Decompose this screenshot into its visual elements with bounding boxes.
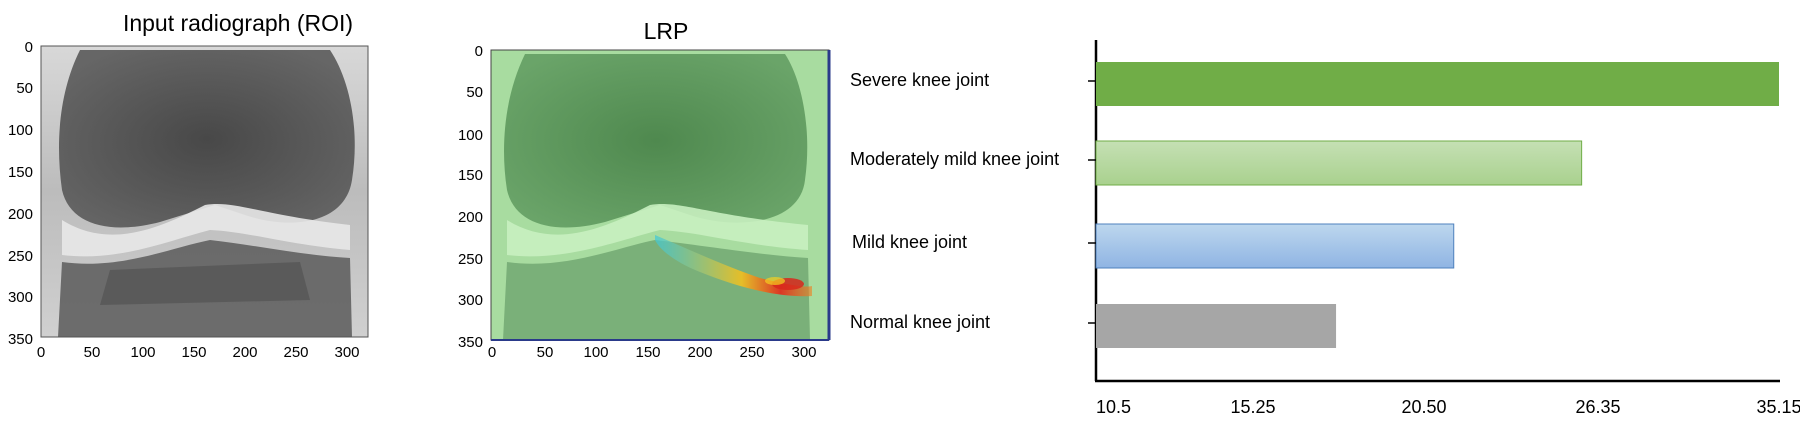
lrp-panel: LRP 0 50 100 150 200 250 300 0 50 10	[458, 18, 831, 361]
input-y-tick: 100	[8, 122, 33, 139]
input-y-tick: 50	[16, 80, 33, 97]
input-radiograph-image	[40, 45, 369, 338]
bar	[1096, 304, 1337, 348]
lrp-x-tick: 50	[537, 344, 554, 361]
input-x-tick: 300	[334, 344, 359, 361]
input-x-tick: 0	[37, 344, 45, 361]
input-x-tick: 250	[283, 344, 308, 361]
lrp-x-tick: 250	[739, 344, 764, 361]
input-y-tick: 250	[8, 248, 33, 265]
lrp-x-tick: 150	[635, 344, 660, 361]
input-y-tick: 0	[25, 39, 33, 56]
category-label: Moderately mild knee joint	[850, 149, 1059, 169]
lrp-y-tick: 350	[458, 334, 483, 351]
lrp-y-tick: 100	[458, 127, 483, 144]
bar-chart-x-tick-labels: 10.5 15.25 20.50 26.35 35.15	[1096, 397, 1800, 417]
lrp-y-tick: 250	[458, 251, 483, 268]
input-x-tick: 50	[84, 344, 101, 361]
input-y-tick: 300	[8, 289, 33, 306]
bar	[1096, 62, 1779, 106]
x-tick-label: 35.15	[1756, 397, 1800, 417]
input-y-tick: 200	[8, 206, 33, 223]
severity-bar-chart: Severe knee joint Moderately mild knee jo…	[850, 40, 1800, 417]
category-label: Normal knee joint	[850, 312, 990, 332]
input-x-tick: 100	[130, 344, 155, 361]
bar-chart-category-labels: Severe knee joint Moderately mild knee jo…	[850, 70, 1059, 332]
lrp-y-tick: 200	[458, 209, 483, 226]
input-x-axis: 0 50 100 150 200 250 300	[37, 344, 360, 361]
input-y-tick: 150	[8, 164, 33, 181]
lrp-y-tick: 300	[458, 292, 483, 309]
input-y-axis: 0 50 100 150 200 250 300 350	[8, 39, 33, 348]
category-label: Severe knee joint	[850, 70, 989, 90]
lrp-y-tick: 50	[466, 84, 483, 101]
lrp-x-axis: 0 50 100 150 200 250 300	[488, 344, 817, 361]
x-tick-label: 10.5	[1096, 397, 1131, 417]
input-radiograph-panel: Input radiograph (ROI) 0 50 100 150 200 …	[8, 10, 369, 361]
bar-chart-bars	[1088, 62, 1779, 348]
lrp-x-tick: 200	[687, 344, 712, 361]
input-panel-title: Input radiograph (ROI)	[123, 10, 353, 36]
lrp-y-axis: 0 50 100 150 200 250 300 350	[458, 43, 483, 351]
category-label: Mild knee joint	[852, 232, 967, 252]
x-tick-label: 26.35	[1575, 397, 1620, 417]
lrp-panel-title: LRP	[644, 18, 689, 44]
input-y-tick: 350	[8, 331, 33, 348]
x-tick-label: 20.50	[1401, 397, 1446, 417]
x-tick-label: 15.25	[1230, 397, 1275, 417]
lrp-x-tick: 0	[488, 344, 496, 361]
lrp-y-tick: 0	[475, 43, 483, 60]
lrp-x-tick: 100	[583, 344, 608, 361]
bar	[1095, 140, 1583, 186]
input-x-tick: 150	[181, 344, 206, 361]
lrp-heatmap-image	[490, 49, 831, 341]
input-x-tick: 200	[232, 344, 257, 361]
lrp-y-tick: 150	[458, 167, 483, 184]
bar	[1095, 223, 1455, 269]
lrp-x-tick: 300	[791, 344, 816, 361]
